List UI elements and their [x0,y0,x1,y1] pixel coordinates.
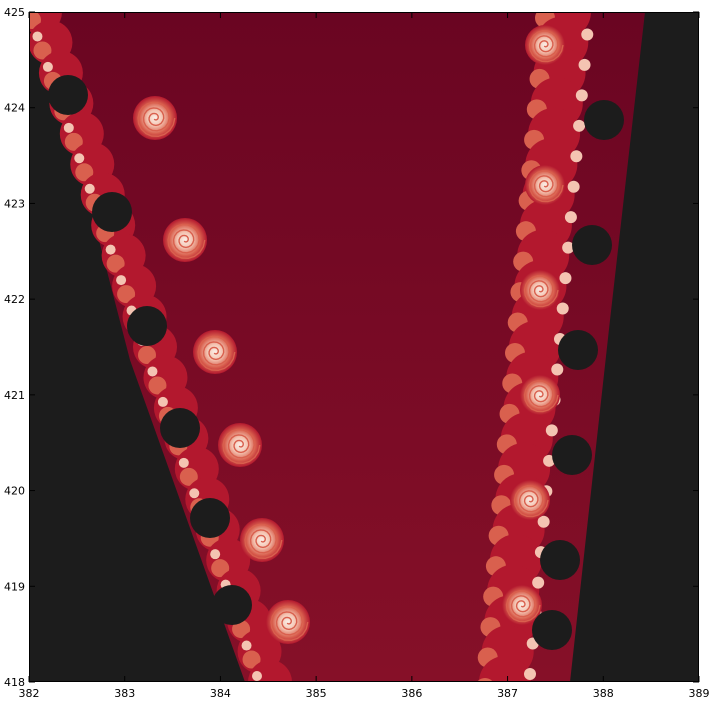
boundary-speck [116,275,127,286]
boundary-speck [74,153,85,164]
boundary-lobe [33,41,52,60]
boundary-speck [189,488,200,499]
y-tick-label: 421 [4,389,25,402]
interior-bulb [552,435,592,475]
boundary-speck [543,454,556,467]
boundary-speck [178,457,189,468]
boundary-speck [532,576,545,589]
boundary-speck [556,302,569,315]
interior-bulb [92,192,132,232]
interior-bulb [48,75,88,115]
y-tick-label: 419 [4,580,25,593]
boundary-speck [545,424,558,437]
y-tick-label: 424 [4,102,25,115]
boundary-speck [32,31,43,42]
boundary-lobe [138,346,156,364]
interior-bulb [212,585,252,625]
spiral-arm [523,275,559,308]
boundary-speck [564,211,577,224]
boundary-lobe [75,163,94,182]
boundary-speck [84,183,95,194]
boundary-speck [63,122,74,133]
right-fractal-boundary [477,0,624,682]
boundary-speck [570,150,583,163]
boundary-lobe [117,285,136,304]
interior-bulb [584,100,624,140]
boundary-speck [252,671,262,681]
boundary-lobe [106,254,125,273]
interior-bulb [540,540,580,580]
plot-area [29,0,699,682]
boundary-speck [567,180,580,193]
spiral-arm [244,523,283,560]
x-axis: 382 383 384 385 386 387 388 389 [19,12,710,700]
interior-bulb [127,306,167,346]
x-tick-label: 385 [306,687,327,700]
boundary-speck [573,119,586,132]
spiral-arm [523,380,559,413]
boundary-lobe [64,132,83,151]
interior-bulb [558,330,598,370]
boundary-speck [524,668,536,680]
boundary-speck [584,0,596,10]
y-tick-label: 425 [4,6,25,19]
spiral-arm [167,223,206,260]
boundary-speck [147,366,158,377]
boundary-lobe [479,656,531,682]
boundary-speck [105,244,116,255]
x-tick-label: 387 [497,687,518,700]
spiral-arm [505,590,541,623]
left-fractal-boundary [29,12,310,682]
boundary-speck [551,363,564,376]
x-tick-label: 389 [689,687,710,700]
spiral-arm [137,101,176,138]
x-tick-label: 388 [593,687,614,700]
boundary-speck [581,28,594,41]
boundary-lobe [148,376,167,395]
plot-frame [29,12,699,682]
boundary-speck [210,549,221,560]
spiral-arm [222,428,261,465]
boundary-speck [562,241,575,254]
boundary-lobe [257,681,267,682]
boundary-speck [42,61,53,72]
interior-bulb [572,225,612,265]
y-tick-label: 422 [4,293,25,306]
spiral-arm [270,605,309,642]
boundary-speck [157,396,168,407]
boundary-speck [578,58,591,71]
boundary-speck [559,272,572,285]
boundary-speck [241,640,252,651]
boundary-speck [537,515,550,528]
spiral-arm [528,30,564,63]
spiral-arm [197,335,236,372]
y-axis: 418 419 420 421 422 423 424 425 [4,6,699,689]
x-tick-label: 382 [19,687,40,700]
y-tick-label: 420 [4,485,25,498]
interior-bulb [160,408,200,448]
y-tick-label: 418 [4,676,25,689]
boundary-lobe [232,620,251,639]
x-tick-label: 384 [210,687,231,700]
interior-bulb [532,610,572,650]
spiral-arm [513,485,549,518]
boundary-speck [575,89,588,102]
boundary-lobe [211,559,230,578]
spiral-arm [528,170,564,203]
interior-bulb [190,498,230,538]
boundary-lobe [242,650,261,669]
x-tick-label: 383 [114,687,135,700]
boundary-lobe [179,467,198,486]
y-tick-label: 423 [4,197,25,210]
x-tick-label: 386 [401,687,422,700]
